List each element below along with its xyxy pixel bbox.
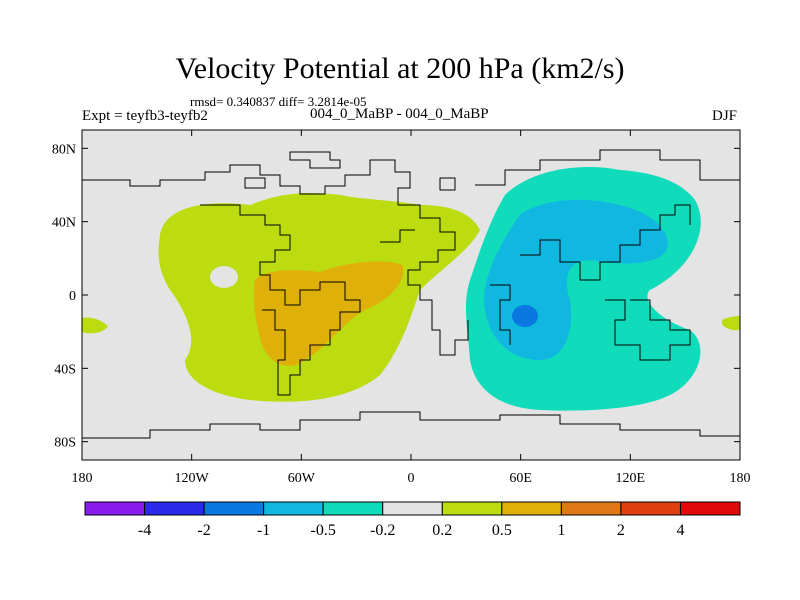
colorbar-swatch — [263, 501, 324, 516]
longitude-axis: 180 120W 60W 0 60E 120E 180 — [72, 130, 751, 486]
colorbar-label: -1 — [257, 522, 270, 539]
colorbar-label: 2 — [617, 522, 625, 539]
lon-label: 180 — [730, 471, 751, 486]
contour-positive-mid — [253, 261, 404, 366]
lat-label: 40S — [54, 362, 76, 377]
colorbar-swatch — [560, 501, 622, 516]
season-label: DJF — [712, 108, 738, 124]
colorbar-label: -0.5 — [311, 522, 336, 539]
colorbar-swatch — [382, 501, 443, 516]
latitude-axis: 80N 40N 0 40S 80S — [52, 142, 740, 451]
colorbar-label: -0.2 — [370, 522, 395, 539]
contour-neutral-pocket — [210, 266, 238, 288]
lon-label: 120E — [616, 471, 646, 486]
colorbar-swatch — [203, 501, 265, 516]
lon-label: 180 — [72, 471, 93, 486]
contour-negative-strong — [512, 305, 538, 327]
contour-positive-weak-west-edge — [82, 317, 108, 334]
lat-label: 0 — [69, 289, 76, 304]
lat-label: 80S — [54, 436, 76, 451]
colorbar-swatch — [620, 501, 681, 516]
lon-label: 0 — [408, 471, 415, 486]
experiment-label: Expt = teyfb3-teyfb2 — [82, 108, 208, 124]
case-label: 004_0_MaBP - 004_0_MaBP — [310, 106, 489, 122]
colorbar-label: -2 — [197, 522, 210, 539]
lon-label: 60E — [509, 471, 532, 486]
colorbar-swatch — [322, 501, 384, 516]
stats-label: rmsd= 0.340837 diff= 3.2814e-05 — [190, 94, 367, 109]
coastlines — [82, 149, 740, 439]
map-title: Velocity Potential at 200 hPa (km2/s) — [175, 52, 625, 85]
lon-label: 60W — [288, 471, 316, 486]
colorbar-label: 0.2 — [432, 522, 452, 539]
contour-field — [82, 167, 740, 411]
colorbar-label: -4 — [138, 522, 151, 539]
contour-positive-weak-east-edge — [722, 316, 740, 331]
colorbar-swatch — [84, 501, 146, 516]
colorbar-swatch — [679, 501, 741, 516]
lat-label: 80N — [52, 142, 76, 157]
lat-label: 40N — [52, 216, 76, 231]
colorbar-swatch — [441, 501, 503, 516]
colorbar-swatch — [144, 501, 205, 516]
colorbar-label: 1 — [557, 522, 565, 539]
colorbar-label: 4 — [676, 522, 684, 539]
colorbar: -4 -2 -1 -0.5 -0.2 0.2 0.5 1 2 4 — [84, 501, 741, 539]
colorbar-swatch — [501, 501, 562, 516]
lon-label: 120W — [175, 471, 210, 486]
colorbar-label: 0.5 — [492, 522, 512, 539]
